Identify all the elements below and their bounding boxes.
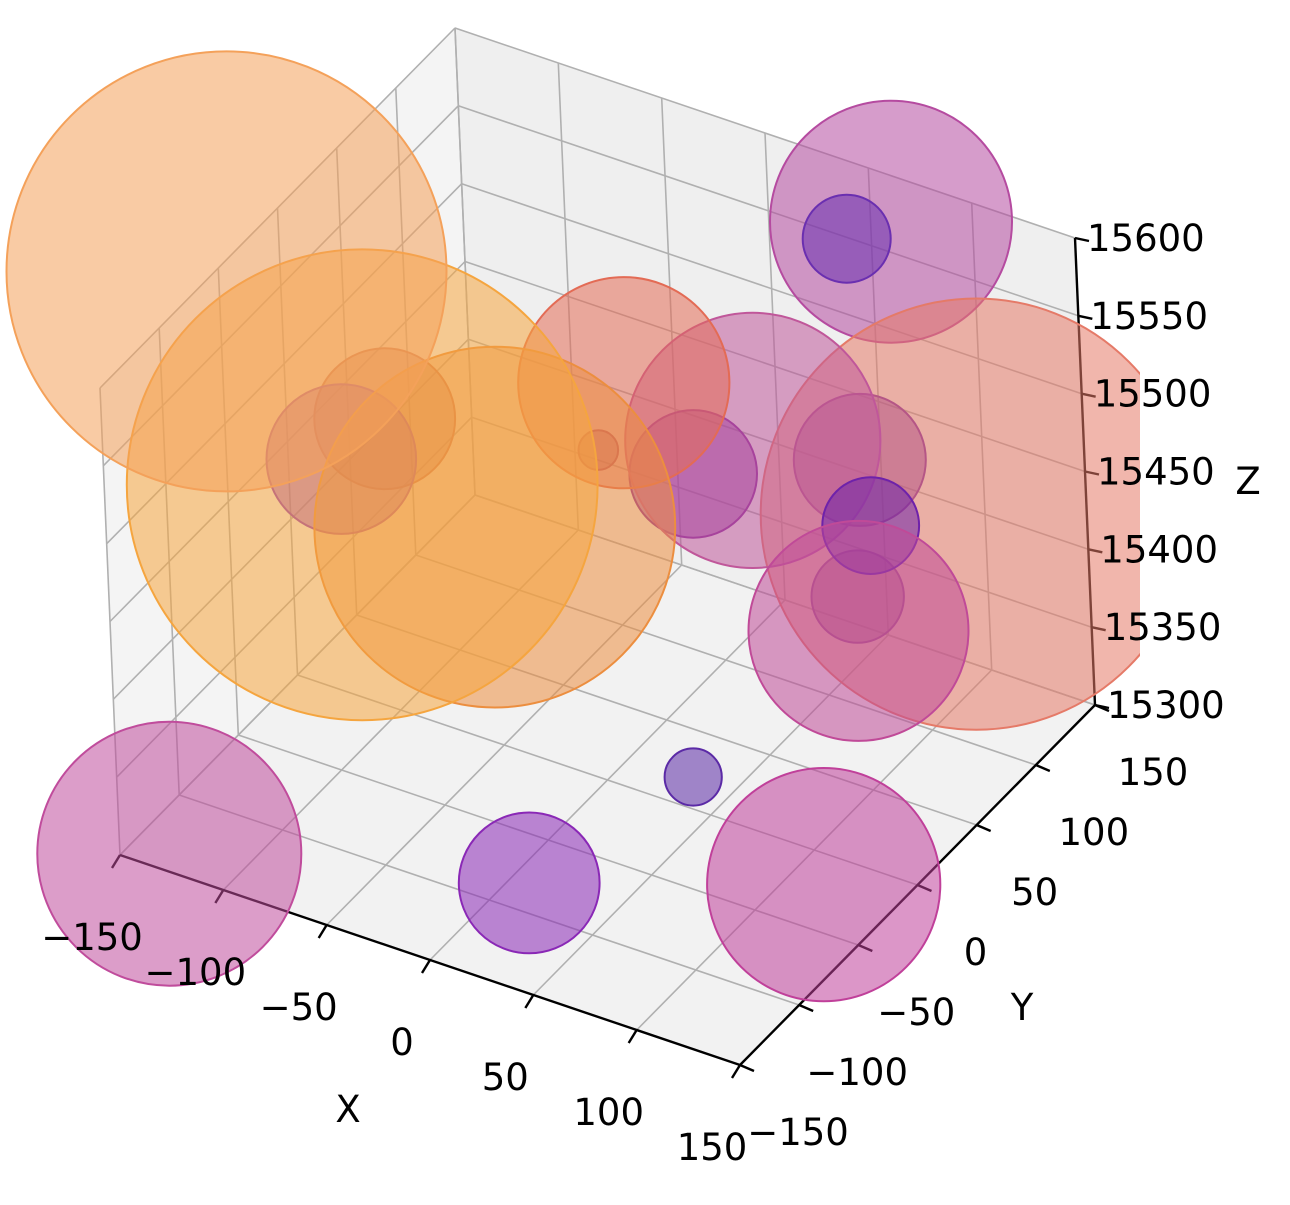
y-tick — [976, 823, 992, 833]
y-tick — [1035, 763, 1051, 773]
z-axis-label: Z — [1235, 460, 1260, 503]
x-tick-label: −100 — [144, 951, 246, 994]
x-tick — [524, 994, 535, 1009]
y-tick-label: 100 — [1058, 811, 1129, 854]
x-axis-label: X — [335, 1088, 360, 1131]
z-tick-label: 15400 — [1100, 528, 1218, 571]
y-tick — [798, 1003, 814, 1013]
z-tick-label: 15550 — [1090, 295, 1208, 338]
y-tick-label: 0 — [964, 931, 988, 974]
x-tick-label: 50 — [482, 1056, 529, 1099]
bubble-series — [5, 50, 1140, 1003]
bubble-point — [5, 50, 448, 493]
z-tick — [1078, 314, 1093, 321]
y-tick — [739, 1063, 755, 1073]
x-tick — [317, 924, 328, 939]
x-tick — [730, 1064, 742, 1079]
bubble-point — [801, 193, 892, 284]
x-tick — [420, 959, 432, 974]
y-tick-label: 150 — [1118, 751, 1189, 794]
x-tick-label: −50 — [260, 986, 338, 1029]
z-tick-label: 15500 — [1094, 373, 1212, 416]
z-tick-label: 15350 — [1104, 606, 1222, 649]
y-tick-label: 50 — [1011, 871, 1058, 914]
z-tick-label: 15450 — [1097, 451, 1215, 494]
bubble-point — [747, 519, 970, 742]
bubble-point — [36, 720, 303, 987]
x-tick-label: 150 — [677, 1126, 748, 1169]
x-tick — [627, 1029, 638, 1044]
y-axis-label: Y — [1010, 986, 1034, 1029]
x-tick-label: 0 — [390, 1021, 414, 1064]
bubble-point — [663, 747, 723, 807]
z-tick — [1094, 703, 1110, 710]
bubble-point — [706, 767, 942, 1003]
z-tick-label: 15600 — [1087, 217, 1205, 260]
x-tick-label: −150 — [41, 916, 143, 959]
z-tick — [1074, 236, 1090, 243]
y-tick-label: −100 — [806, 1051, 908, 1094]
y-tick-label: −150 — [747, 1111, 849, 1154]
z-tick-label: 15300 — [1107, 684, 1225, 727]
bubble-point — [457, 811, 601, 955]
y-tick-label: −50 — [877, 991, 955, 1034]
x-tick-label: 100 — [573, 1091, 644, 1134]
